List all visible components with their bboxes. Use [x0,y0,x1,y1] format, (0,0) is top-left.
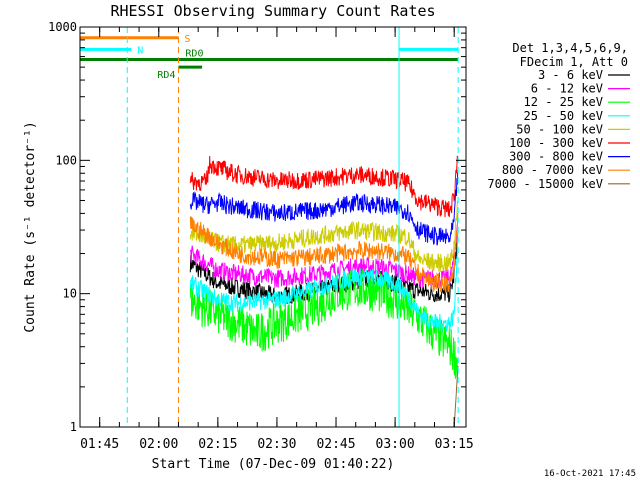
series-line-7000-15000-kev [453,365,459,428]
legend-header-line-2: FDecim 1, Att 0 [520,55,628,69]
observing-mode-bars: S N RD0 RD4 [80,34,459,81]
chart-title: RHESSI Observing Summary Count Rates [110,2,435,20]
series-layer [189,155,459,428]
legend-label: 12 - 25 keV [524,95,603,109]
legend-label: 7000 - 15000 keV [487,177,603,191]
series-line-800-7000-kev [189,213,459,293]
x-tick-label: 03:00 [376,437,415,452]
series-line-3-6-kev [189,231,459,306]
legend-label: 50 - 100 keV [516,122,603,136]
mode-bar-label-rd4: RD4 [157,70,175,81]
footer-date: 16-Oct-2021 17:45 [544,469,636,479]
x-axis-title: Start Time (07-Dec-09 01:40:22) [152,457,395,472]
legend: Det 1,3,4,5,6,9, FDecim 1, Att 0 3 - 6 k… [487,41,630,191]
x-axis: 01:45 02:00 02:15 02:30 02:45 03:00 03:15 [79,27,474,452]
series-line-300-800-kev [189,169,459,246]
x-tick-label: 03:15 [435,437,474,452]
x-tick-label: 02:15 [198,437,237,452]
legend-header-line-1: Det 1,3,4,5,6,9, [512,41,628,55]
mode-bar-label-s: S [184,34,190,45]
y-tick-label: 10 [63,287,77,301]
series-line-12-25-kev [189,268,459,379]
x-tick-label: 02:30 [257,437,296,452]
y-axis: 1 10 100 1000 [48,20,466,434]
legend-label: 6 - 12 keV [531,82,603,96]
y-axis-title: Count Rate (s⁻¹ detector⁻¹) [23,121,38,332]
mode-bar-label-n: N [137,45,143,56]
series-line-25-50-kev [189,231,459,334]
legend-label: 300 - 800 keV [509,150,603,164]
plot-frame [79,26,467,428]
x-tick-label: 02:00 [139,437,178,452]
series-line-6-12-kev [189,219,459,289]
series-line-100-300-kev [189,155,459,218]
y-tick-label: 1000 [48,20,77,34]
mode-bar-label-rd0: RD0 [185,49,203,60]
series-line-50-100-kev [189,200,458,273]
x-tick-label: 01:45 [80,437,119,452]
y-tick-label: 100 [55,153,77,167]
legend-label: 100 - 300 keV [509,136,603,150]
x-tick-label: 02:45 [316,437,355,452]
y-tick-label: 1 [70,420,77,434]
legend-label: 800 - 7000 keV [502,163,603,177]
legend-label: 25 - 50 keV [524,109,603,123]
legend-label: 3 - 6 keV [538,68,603,82]
